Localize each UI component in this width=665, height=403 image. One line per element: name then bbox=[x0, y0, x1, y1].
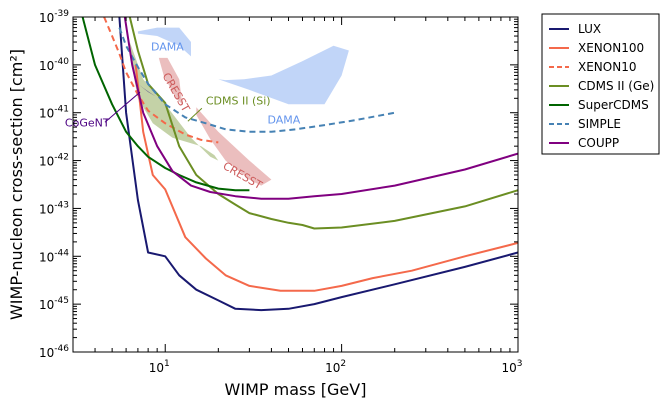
region-label-cogent-5: CoGeNT bbox=[65, 116, 110, 129]
series-line-xenon10 bbox=[103, 17, 219, 144]
legend-box bbox=[541, 13, 660, 155]
y-tick-label: 10-39 bbox=[39, 9, 69, 25]
legend-label-xenon100: XENON100 bbox=[578, 41, 644, 55]
series-line-xenon100 bbox=[134, 64, 518, 292]
legend-label-coupp: COUPP bbox=[578, 136, 619, 150]
y-tick-label: 10-45 bbox=[39, 296, 69, 312]
exclusion-curves bbox=[81, 17, 518, 312]
series-line-simple bbox=[118, 27, 395, 133]
plot-frame bbox=[72, 16, 519, 353]
legend-label-cdms-ii-ge: CDMS II (Ge) bbox=[578, 79, 654, 93]
region-label-cdms-ii-si-4: CDMS II (Si) bbox=[206, 94, 271, 107]
y-tick-label: 10-43 bbox=[39, 200, 69, 216]
y-tick-label: 10-46 bbox=[39, 344, 69, 360]
y-tick-label: 10-44 bbox=[39, 248, 69, 264]
pointer-arrow-cogent bbox=[104, 91, 141, 123]
pointer-arrow-cdms-ii-si bbox=[187, 107, 203, 122]
signal-regions bbox=[129, 27, 349, 186]
y-tick-label: 10-41 bbox=[39, 105, 69, 121]
region-cresst-3 bbox=[196, 107, 272, 186]
axis-ticks: 101 102 103 10-39 10-40 10-41 10-42 10-43 10-44 1… bbox=[39, 9, 522, 375]
legend-label-supercdms: SuperCDMS bbox=[578, 98, 649, 112]
region-cresst-2 bbox=[158, 57, 183, 105]
region-label-dama-0: DAMA bbox=[151, 40, 184, 53]
series-line-lux bbox=[118, 17, 518, 312]
legend: LUX XENON100 XENON10 CDMS II (Ge) SuperCDMS S… bbox=[541, 13, 660, 155]
series-line-supercdms bbox=[81, 17, 250, 192]
x-axis-label: WIMP mass [GeV] bbox=[225, 380, 367, 399]
x-tick-label: 101 bbox=[149, 359, 170, 375]
legend-label-xenon10: XENON10 bbox=[578, 60, 636, 74]
legend-label-lux: LUX bbox=[578, 22, 601, 36]
region-dama-1 bbox=[218, 45, 349, 105]
y-tick-label: 10-42 bbox=[39, 153, 69, 169]
series-line-coupp bbox=[123, 17, 518, 200]
x-tick-label: 102 bbox=[325, 359, 346, 375]
region-label-dama-1: DAMA bbox=[267, 113, 300, 126]
y-axis-label: WIMP-nucleon cross-section [cm²] bbox=[7, 49, 26, 320]
region-dama-0 bbox=[137, 27, 191, 57]
x-tick-label: 103 bbox=[501, 359, 522, 375]
legend-label-simple: SIMPLE bbox=[578, 117, 621, 131]
region-cdms-ii-si-4 bbox=[129, 42, 219, 161]
y-tick-label: 10-40 bbox=[39, 57, 69, 73]
